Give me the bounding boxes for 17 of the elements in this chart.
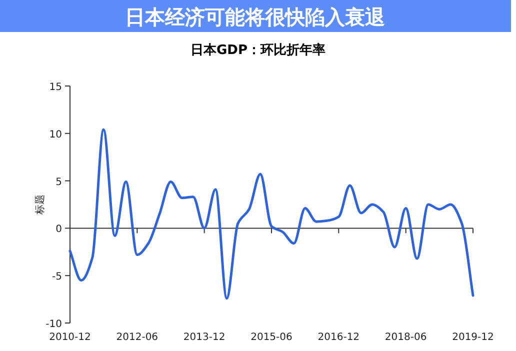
y-tick-label: 10 (49, 129, 62, 140)
x-tick-label: 2012-06 (116, 332, 158, 343)
y-tick-label: -10 (46, 319, 62, 330)
y-axis-title: 标题 (34, 194, 46, 216)
x-tick-label: 2013-12 (183, 332, 226, 343)
chart-subtitle: 日本GDP：环比折年率 (190, 42, 326, 58)
x-tick-label: 2019-12 (452, 332, 494, 343)
x-tick-label: 2018-06 (384, 332, 427, 343)
x-tick-label: 2015-06 (250, 332, 292, 343)
chart-title: 日本经济可能将很快陷入衰退 (125, 5, 385, 29)
y-tick-label: 5 (56, 176, 62, 188)
line-series (68, 128, 474, 300)
y-tick-label: 0 (56, 224, 62, 236)
y-tick-label: -5 (52, 272, 62, 283)
x-tick-label: 2010-12 (49, 332, 91, 343)
x-tick-label: 2016-12 (318, 332, 360, 343)
y-tick-label: 15 (49, 82, 62, 93)
